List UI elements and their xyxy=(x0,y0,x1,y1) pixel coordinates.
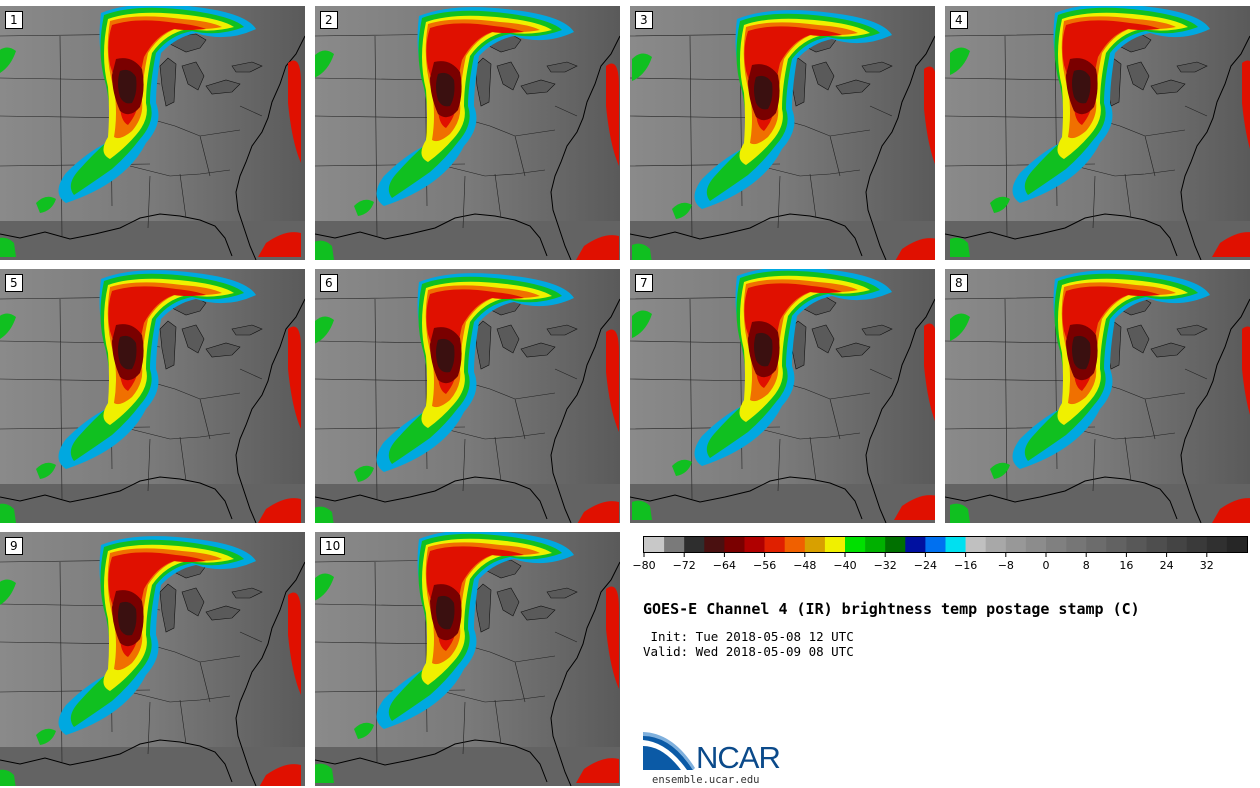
colorbar-bin xyxy=(1126,537,1147,552)
colorbar-bin xyxy=(985,537,1007,552)
colorbar-bin xyxy=(684,537,705,552)
panel-number-label: 10 xyxy=(320,537,346,555)
colorbar-bin xyxy=(764,537,785,552)
colorbar-tick-label: 32 xyxy=(1199,559,1214,572)
colorbar-bin xyxy=(945,537,966,552)
colorbar-bin xyxy=(644,537,665,552)
colorbar-tick-label: −80 xyxy=(632,559,656,572)
panel-number-label: 3 xyxy=(635,11,653,29)
colorbar-bin xyxy=(1226,537,1248,552)
colorbar xyxy=(643,536,1248,557)
init-time: Init: Tue 2018-05-08 12 UTC xyxy=(643,629,854,644)
ensemble-member-panel: 2 xyxy=(315,6,620,260)
colorbar-tick-label: 24 xyxy=(1159,559,1174,572)
colorbar-tick-label: −16 xyxy=(953,559,978,572)
panel-number-label: 9 xyxy=(5,537,23,555)
colorbar-bin xyxy=(865,537,886,552)
colorbar-bin xyxy=(724,537,745,552)
colorbar-bin xyxy=(845,537,866,552)
ensemble-member-panel: 9 xyxy=(0,532,305,786)
colorbar-bin xyxy=(704,537,725,552)
ensemble-member-panel: 3 xyxy=(630,6,935,260)
colorbar-bin xyxy=(925,537,946,552)
colorbar-tick-label: −56 xyxy=(752,559,777,572)
colorbar-bin xyxy=(664,537,685,552)
colorbar-bin xyxy=(824,537,846,552)
website-link[interactable]: ensemble.ucar.edu xyxy=(652,774,760,786)
colorbar-bin xyxy=(1066,537,1087,552)
ensemble-member-panel: 10 xyxy=(315,532,620,786)
ncar-logo-icon xyxy=(643,730,695,772)
colorbar-tick-label: −48 xyxy=(793,559,817,572)
figure-title: GOES-E Channel 4 (IR) brightness temp po… xyxy=(643,600,1140,618)
colorbar-bin xyxy=(1005,537,1027,552)
ensemble-member-panel: 1 xyxy=(0,6,305,260)
colorbar-tick-label: −8 xyxy=(997,559,1014,572)
ensemble-member-panel: 5 xyxy=(0,269,305,523)
colorbar-tick-label: 16 xyxy=(1119,559,1134,572)
ncar-logo-text: NCAR xyxy=(696,740,781,775)
colorbar-tick-label: −72 xyxy=(672,559,696,572)
panel-number-label: 6 xyxy=(320,274,338,292)
colorbar-bin xyxy=(744,537,765,552)
colorbar-bin xyxy=(1106,537,1127,552)
colorbar-bin xyxy=(885,537,906,552)
colorbar-bin xyxy=(1086,537,1107,552)
valid-time: Valid: Wed 2018-05-09 08 UTC xyxy=(643,644,854,659)
panel-number-label: 1 xyxy=(5,11,23,29)
colorbar-bin xyxy=(1146,537,1167,552)
colorbar-tick-label: 0 xyxy=(1042,559,1050,572)
colorbar-bin xyxy=(1166,537,1187,552)
colorbar-tick-label: −64 xyxy=(712,559,736,572)
colorbar-bin xyxy=(965,537,986,552)
colorbar-tick-label: −40 xyxy=(833,559,857,572)
panel-number-label: 5 xyxy=(5,274,23,292)
ensemble-member-panel: 4 xyxy=(945,6,1250,260)
panel-number-label: 7 xyxy=(635,274,653,292)
colorbar-bin xyxy=(1046,537,1067,552)
ensemble-member-panel: 7 xyxy=(630,269,935,523)
colorbar-tick-label: −24 xyxy=(913,559,937,572)
colorbar-bin xyxy=(1025,537,1047,552)
colorbar-bin xyxy=(804,537,826,552)
ensemble-member-panel: 6 xyxy=(315,269,620,523)
colorbar-bin xyxy=(905,537,926,552)
colorbar-bin xyxy=(1206,537,1228,552)
panel-number-label: 2 xyxy=(320,11,338,29)
ensemble-member-panel: 8 xyxy=(945,269,1250,523)
colorbar-bin xyxy=(1186,537,1208,552)
panel-number-label: 8 xyxy=(950,274,968,292)
panel-number-label: 4 xyxy=(950,11,968,29)
colorbar-bin xyxy=(784,537,806,552)
colorbar-tick-label: −32 xyxy=(873,559,897,572)
colorbar-tick-label: 8 xyxy=(1082,559,1090,572)
